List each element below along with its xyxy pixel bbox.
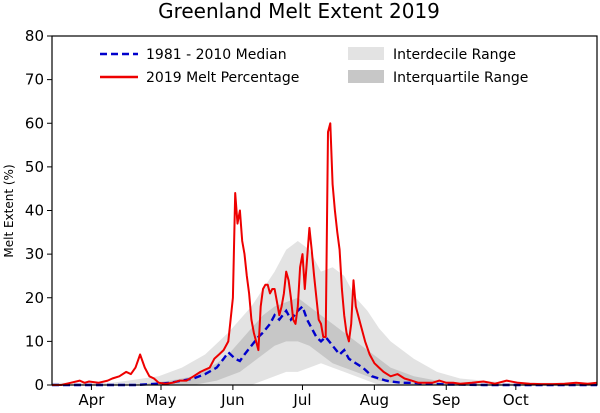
x-tick-label: Jul [292,391,311,408]
interdecile-range-band [52,241,597,385]
y-axis-label: Melt Extent (%) [2,164,16,257]
y-tick-label: 50 [25,158,44,176]
legend: 1981 - 2010 Median 2019 Melt Percentage … [100,47,528,86]
x-tick-label: Sep [432,391,460,408]
x-tick-label: Oct [503,391,529,408]
legend-interquartile-label: Interquartile Range [393,70,528,86]
x-axis-ticks: Apr May Jun Jul Aug Sep Oct [78,385,529,409]
y-tick-label: 40 [25,202,44,220]
y-tick-label: 80 [25,27,44,45]
data-lines [52,122,598,387]
y-tick-label: 70 [25,71,44,89]
x-tick-label: Apr [78,391,105,408]
legend-interdecile-swatch [348,47,384,60]
legend-interquartile-swatch [348,70,384,83]
melt-2019-line [52,122,598,386]
y-tick-label: 60 [25,114,44,132]
legend-interdecile-label: Interdecile Range [393,47,516,63]
x-tick-label: Aug [360,391,389,408]
y-tick-label: 20 [25,289,44,307]
range-bands [52,241,597,385]
legend-melt-label: 2019 Melt Percentage [146,70,299,86]
interquartile-range-band [52,297,597,385]
y-tick-label: 10 [25,332,44,350]
chart-title: Greenland Melt Extent 2019 [158,0,440,23]
x-tick-label: Jun [220,391,244,408]
legend-median-label: 1981 - 2010 Median [146,47,287,63]
y-tick-label: 0 [34,376,44,394]
y-axis-ticks: 0 10 20 30 40 50 60 70 80 [25,27,52,394]
x-tick-label: May [145,391,176,408]
y-tick-label: 30 [25,245,44,263]
